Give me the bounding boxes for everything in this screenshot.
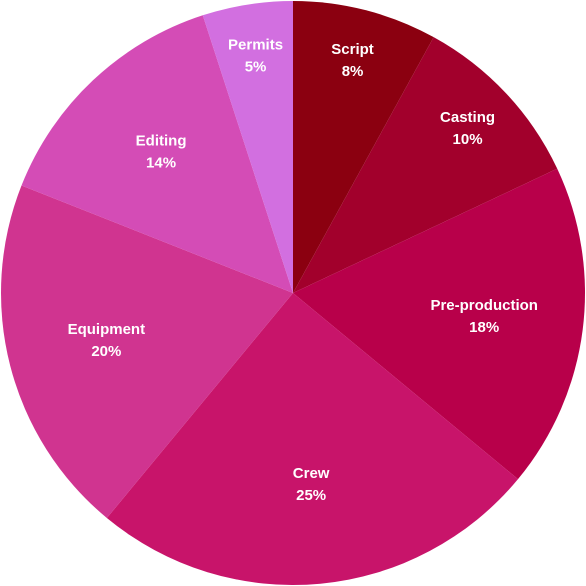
pie-slice <box>21 15 293 293</box>
slice-value-label: 10% <box>453 131 483 148</box>
slice-label: Editing <box>136 132 187 149</box>
pie-slice <box>293 37 558 293</box>
slice-value-label: 14% <box>146 154 176 171</box>
pie-slice <box>0 185 293 518</box>
slice-label: Crew <box>293 465 330 482</box>
pie-slice <box>106 293 518 585</box>
slice-value-label: 5% <box>245 58 267 75</box>
slice-value-label: 8% <box>342 63 364 80</box>
slice-label: Pre-production <box>430 297 538 314</box>
slice-value-label: 20% <box>91 343 121 360</box>
slice-label: Casting <box>440 109 495 126</box>
pie-slice <box>293 168 585 480</box>
slice-value-label: 25% <box>296 487 326 504</box>
slice-label: Script <box>331 41 374 58</box>
slice-label: Equipment <box>68 321 146 338</box>
slice-value-label: 18% <box>469 319 499 336</box>
slice-label: Permits <box>228 36 283 53</box>
pie-slice <box>202 0 293 293</box>
pie-slice <box>293 1 434 293</box>
